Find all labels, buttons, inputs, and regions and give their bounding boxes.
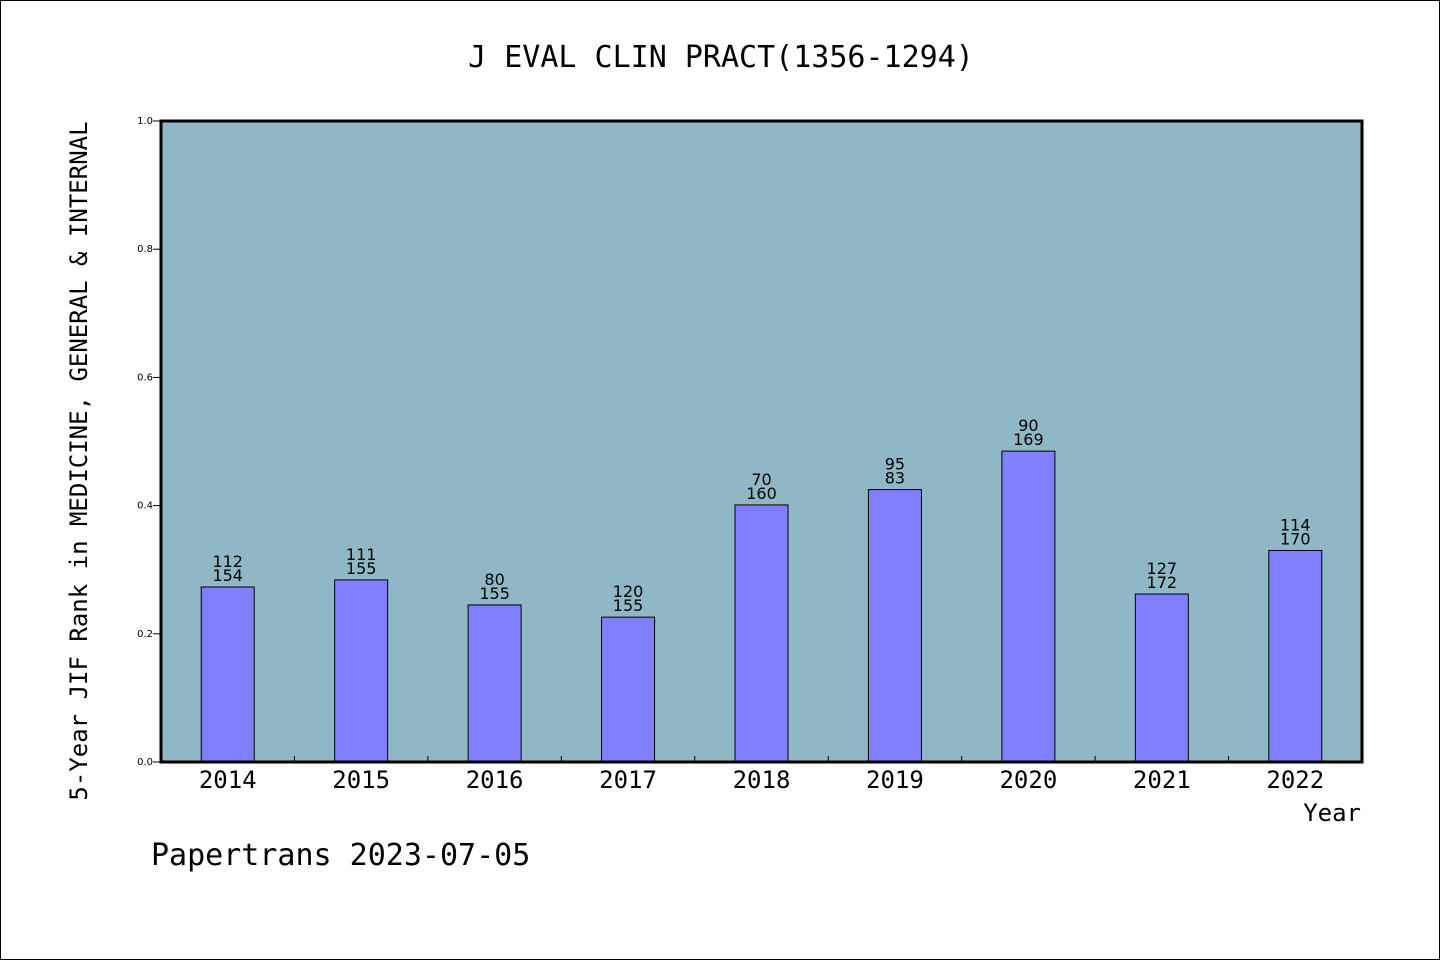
x-axis-label: Year <box>1303 799 1361 827</box>
bar-2022 <box>1268 549 1323 763</box>
x-tick-label: 2018 <box>733 766 791 794</box>
bar-label-top: 111 <box>346 545 377 564</box>
bar-label-bottom: 154 <box>212 566 243 585</box>
bar-2020 <box>1001 450 1056 763</box>
bar-label-top: 70 <box>751 470 771 489</box>
x-tick-label: 2016 <box>466 766 524 794</box>
bar-label-top: 90 <box>1018 416 1038 435</box>
bar-label-top: 120 <box>613 582 644 601</box>
bar-2017 <box>601 616 656 763</box>
bar-2019 <box>867 489 922 763</box>
y-tick-label: 0.8 <box>137 244 153 255</box>
bar-label-top: 114 <box>1280 515 1311 534</box>
bars-group <box>200 450 1323 763</box>
bar-label-bottom: 155 <box>346 559 377 578</box>
y-tick-label: 0.0 <box>137 757 153 768</box>
y-tick-label: 0.6 <box>137 372 153 383</box>
y-axis-label: 5-Year JIF Rank in MEDICINE, GENERAL & I… <box>65 121 93 800</box>
x-tick-label: 2017 <box>599 766 657 794</box>
x-tick-label: 2015 <box>332 766 390 794</box>
bar-2016 <box>467 604 522 763</box>
chart-title: J EVAL CLIN PRACT(1356-1294) <box>468 40 974 75</box>
bar-label-bottom: 169 <box>1013 430 1044 449</box>
bar-label-top: 80 <box>484 570 504 589</box>
bar-label-bottom: 172 <box>1147 573 1178 592</box>
y-tick-label: 1.0 <box>137 116 153 127</box>
y-tick-label: 0.2 <box>137 629 153 640</box>
bar-label-top: 127 <box>1147 559 1178 578</box>
x-tick-label: 2019 <box>866 766 924 794</box>
x-axis: 2014 2015 2016 2017 2018 2019 2020 2021 2022 <box>199 756 1324 794</box>
x-tick-label: 2014 <box>199 766 257 794</box>
footer-credit: Papertrans 2023-07-05 <box>151 838 530 873</box>
x-tick-label: 2020 <box>999 766 1057 794</box>
bar-label-bottom: 83 <box>885 469 905 488</box>
bar-2021 <box>1134 593 1189 763</box>
bar-2015 <box>334 579 389 763</box>
bar-label-bottom: 155 <box>479 584 510 603</box>
x-tick-label: 2022 <box>1266 766 1324 794</box>
bar-label-top: 95 <box>885 455 905 474</box>
bar-label-bottom: 155 <box>613 596 644 615</box>
bar-2018 <box>734 504 789 763</box>
plot-border <box>159 119 1364 764</box>
y-tick-label: 0.4 <box>137 501 153 512</box>
x-tick-label: 2021 <box>1133 766 1191 794</box>
bar-label-bottom: 170 <box>1280 529 1311 548</box>
y-axis: 0.0 0.2 0.4 0.6 0.8 1.0 <box>137 116 161 768</box>
bar-label-bottom: 160 <box>746 484 777 503</box>
bar-label-top: 112 <box>212 552 243 571</box>
bar-2014 <box>200 586 255 763</box>
